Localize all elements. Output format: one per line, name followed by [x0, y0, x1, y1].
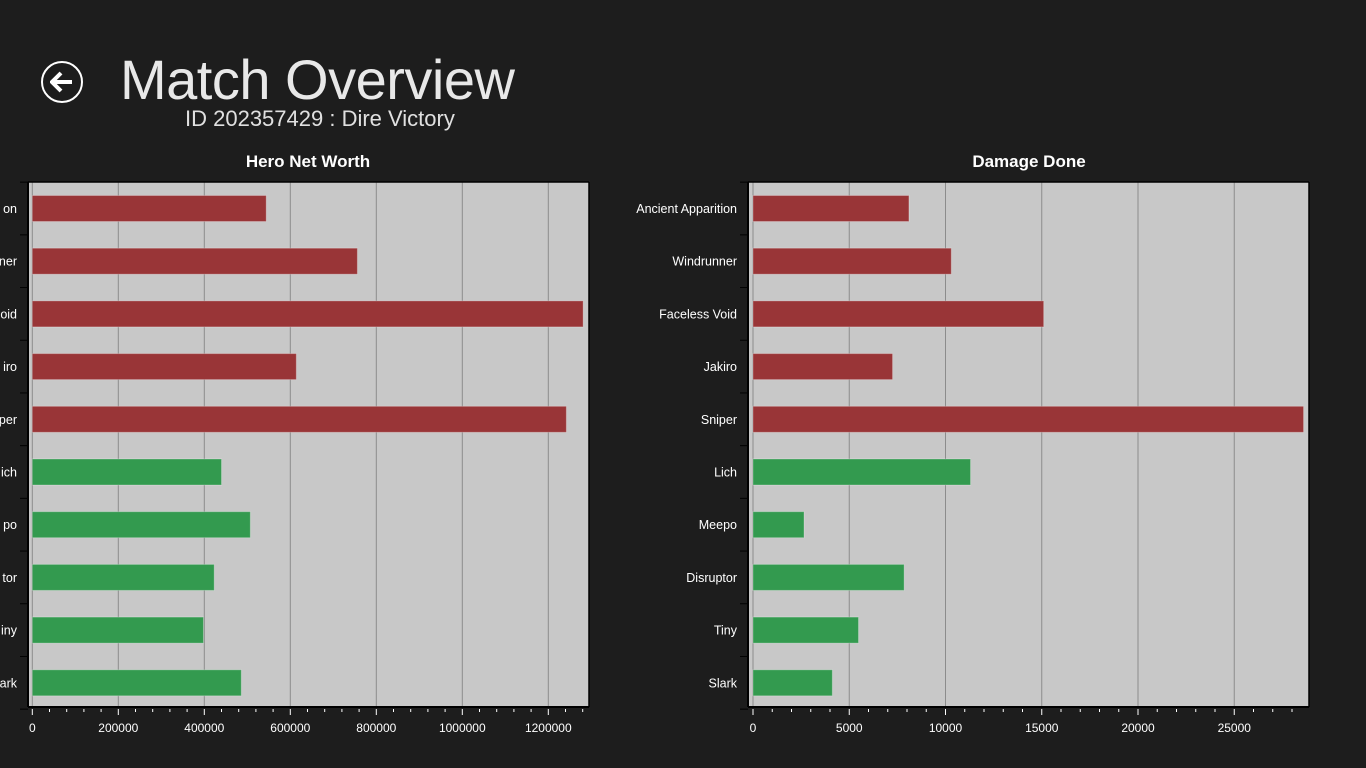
match-subtitle: ID 202357429 : Dire Victory	[185, 106, 455, 131]
damage-done-category-label: Meepo	[699, 518, 737, 532]
damage-done-title: Damage Done	[972, 152, 1085, 171]
back-button[interactable]	[41, 61, 83, 103]
net-worth-bar-sniper	[31, 405, 567, 433]
net-worth-tick-label: 1200000	[525, 721, 572, 735]
net-worth-tick-label: 200000	[98, 721, 138, 735]
damage-done-bar-meepo	[752, 511, 805, 539]
damage-done-tick-label: 10000	[929, 721, 963, 735]
damage-done-bar-faceless-void	[752, 300, 1045, 328]
damage-done-category-label: Disruptor	[686, 571, 737, 585]
damage-done-category-label: Slark	[709, 676, 738, 690]
damage-done-bar-sniper	[752, 405, 1305, 433]
net-worth-bars	[31, 195, 584, 697]
damage-done-category-label: Tiny	[714, 624, 738, 638]
net-worth-bar-ancient-apparition	[31, 195, 267, 222]
damage-done-category-label: Ancient Apparition	[636, 202, 737, 216]
net-worth-title: Hero Net Worth	[246, 152, 370, 171]
damage-done-bar-lich	[752, 458, 972, 486]
net-worth-tick-label: 600000	[270, 721, 310, 735]
damage-done-bar-slark	[752, 669, 833, 697]
net-worth-tick-label: 1000000	[439, 721, 486, 735]
net-worth-tick-label: 800000	[356, 721, 396, 735]
net-worth-bar-lich	[31, 458, 222, 486]
net-worth-category-label: iny	[1, 624, 18, 638]
net-worth-category-label: oid	[0, 307, 17, 321]
net-worth-bar-meepo	[31, 511, 251, 539]
net-worth-category-label: iro	[3, 360, 17, 374]
net-worth-category-label: ner	[0, 255, 17, 269]
damage-done-bars	[752, 195, 1305, 697]
net-worth-bar-jakiro	[31, 353, 297, 381]
damage-done-tick-label: 25000	[1218, 721, 1252, 735]
net-worth-category-label: ark	[0, 676, 18, 690]
damage-done-bar-disruptor	[752, 563, 905, 591]
net-worth-category-label: on	[3, 202, 17, 216]
damage-done-bar-tiny	[752, 616, 859, 644]
page-title: Match Overview	[120, 48, 515, 111]
damage-done-chart: Damage Done 0 5000 10000 15000 20000 25000 Anci…	[636, 152, 1310, 735]
net-worth-bar-windrunner	[31, 247, 358, 275]
net-worth-bar-faceless-void	[31, 300, 584, 328]
net-worth-category-label: ich	[1, 466, 17, 480]
damage-done-tick-label: 0	[750, 721, 757, 735]
net-worth-chart: Hero Net Worth 0 200000 400000 600000 800000 1…	[0, 152, 590, 735]
net-worth-category-label: tor	[2, 571, 17, 585]
damage-done-category-label: Faceless Void	[659, 307, 737, 321]
net-worth-bar-tiny	[31, 616, 204, 644]
damage-done-bar-ancient-apparition	[752, 195, 910, 222]
damage-done-category-label: Lich	[714, 466, 737, 480]
damage-done-category-label: Jakiro	[704, 360, 737, 374]
net-worth-tick-label: 400000	[184, 721, 224, 735]
damage-done-tick-label: 15000	[1025, 721, 1059, 735]
damage-done-bar-windrunner	[752, 247, 952, 275]
damage-done-category-label: Windrunner	[672, 255, 737, 269]
damage-done-tick-label: 20000	[1121, 721, 1155, 735]
damage-done-tick-label: 5000	[836, 721, 863, 735]
net-worth-bar-slark	[31, 669, 242, 697]
net-worth-category-label: per	[0, 413, 17, 427]
damage-done-category-label: Sniper	[701, 413, 737, 427]
net-worth-tick-label: 0	[29, 721, 36, 735]
damage-done-bar-jakiro	[752, 353, 894, 381]
net-worth-category-label: po	[3, 518, 17, 532]
back-arrow-icon	[50, 71, 72, 93]
net-worth-bar-disruptor	[31, 563, 215, 591]
